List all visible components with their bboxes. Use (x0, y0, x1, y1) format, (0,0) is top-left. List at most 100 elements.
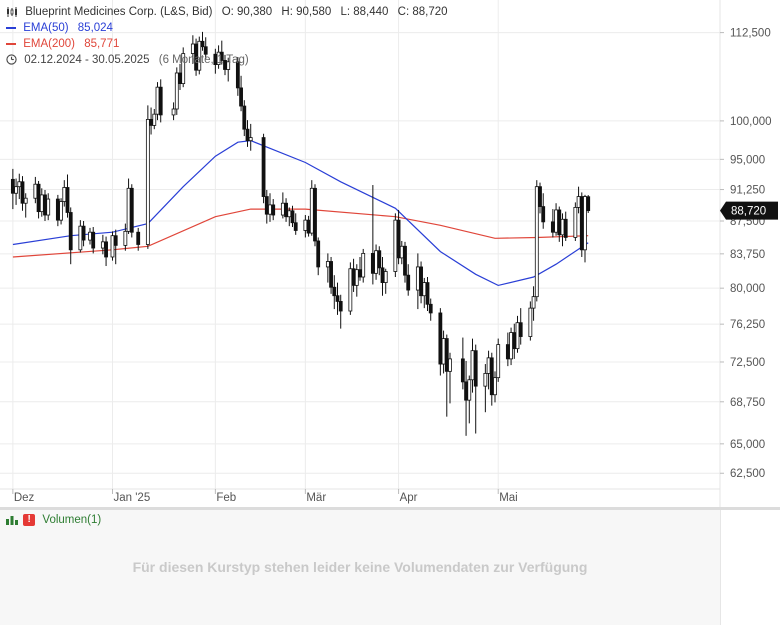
candle (239, 75, 243, 112)
candle-body (403, 245, 407, 276)
candlestick-icon (7, 6, 17, 17)
ema200-line-layer (12, 208, 589, 258)
candle-body (493, 377, 497, 396)
x-tick-label: Jan '25 (114, 492, 151, 504)
candle (483, 364, 488, 413)
candle-body (486, 357, 491, 374)
candle-body (248, 137, 253, 142)
candle-body (329, 261, 333, 288)
candle-body (531, 296, 536, 309)
candle-body (149, 118, 153, 126)
candle-body (280, 202, 285, 216)
ema200-legend-row[interactable]: EMA(200) 85,771 (6, 36, 119, 52)
candle-body (419, 266, 423, 297)
ema50-value: 85,024 (77, 22, 113, 34)
candle-body (91, 231, 96, 249)
candle (219, 40, 224, 65)
candle-body (473, 350, 478, 387)
clock-icon (6, 54, 17, 66)
panel-divider[interactable] (0, 507, 780, 510)
candle-body (489, 357, 494, 396)
ema50-label: EMA(50) (23, 22, 69, 34)
candle (448, 352, 452, 404)
volume-legend[interactable]: ! Volumen(1) (6, 514, 101, 526)
candle (338, 294, 343, 329)
candle-body (59, 201, 63, 221)
candle-body (509, 332, 513, 360)
candle (226, 57, 231, 82)
candle (23, 193, 28, 218)
candle-body (550, 221, 555, 233)
candle-body (399, 245, 404, 259)
candle-body (171, 108, 176, 116)
candle (518, 308, 523, 345)
candle-body (155, 86, 160, 115)
candle-body (36, 183, 41, 213)
candle (335, 282, 340, 315)
candle (145, 105, 150, 249)
candle-body (219, 51, 224, 61)
candle (284, 198, 288, 222)
candle-body (88, 231, 92, 241)
candle-body (287, 210, 292, 218)
candle-body (422, 282, 427, 297)
candle-body (20, 181, 25, 204)
candle-body (203, 46, 208, 55)
last-price-tag: 88,720 (720, 201, 778, 220)
candle (174, 67, 179, 115)
candle-body (55, 198, 60, 221)
candle (377, 246, 382, 276)
candle (403, 241, 407, 283)
candle (271, 199, 276, 221)
candle (444, 334, 449, 417)
candle (14, 178, 18, 205)
candle-body (65, 187, 70, 213)
candle (181, 47, 186, 88)
candle (20, 176, 25, 211)
candle-body (554, 209, 558, 233)
candle-body (583, 196, 587, 251)
candle-body (428, 303, 433, 314)
volume-panel (0, 510, 720, 625)
price-chart[interactable]: 112,500100,00095,00091,25087,50083,75080… (0, 0, 780, 507)
candle-body (441, 338, 446, 365)
candle (586, 195, 591, 213)
candle-body (43, 194, 47, 216)
y-tick-label: 76,250 (730, 319, 765, 331)
x-tick-label: Mai (499, 492, 518, 504)
candle (460, 337, 465, 390)
candle-body (576, 196, 581, 208)
candle-body (460, 358, 465, 383)
ema50-legend-row[interactable]: EMA(50) 85,024 (6, 20, 113, 36)
candle-body (268, 204, 272, 215)
candle-body (332, 286, 337, 297)
candle-body (380, 267, 385, 283)
volume-axis-panel (720, 510, 780, 625)
candle (332, 275, 337, 310)
ohlc-close: C: 88,720 (397, 6, 448, 18)
candle-body (306, 219, 311, 234)
candle-body (415, 266, 420, 291)
candle-body (264, 196, 269, 215)
candle (91, 227, 96, 254)
candle (316, 237, 321, 276)
x-tick-label: Mär (306, 492, 326, 504)
candle (573, 202, 578, 241)
volume-bars-icon (6, 516, 18, 525)
ohlc-high: H: 90,580 (281, 6, 332, 18)
candle-body (23, 197, 28, 204)
instrument-name: Blueprint Medicines Corp. (L&S, Bid) (25, 6, 213, 18)
candle-body (78, 225, 83, 251)
candle-body (512, 332, 517, 350)
candle-body (68, 212, 73, 251)
warning-icon: ! (23, 514, 36, 526)
candle-body (62, 187, 67, 202)
y-tick-label: 100,000 (730, 116, 772, 128)
candle (248, 123, 253, 151)
last-price-tag-text: 88,720 (731, 206, 766, 218)
candlestick-series (10, 31, 591, 436)
candle-body (39, 194, 44, 213)
candle (110, 231, 115, 261)
x-axis-ticks: Dez Jan '25 Feb Mär Apr Mai (12, 489, 518, 504)
volume-label: Volumen(1) (42, 514, 102, 527)
